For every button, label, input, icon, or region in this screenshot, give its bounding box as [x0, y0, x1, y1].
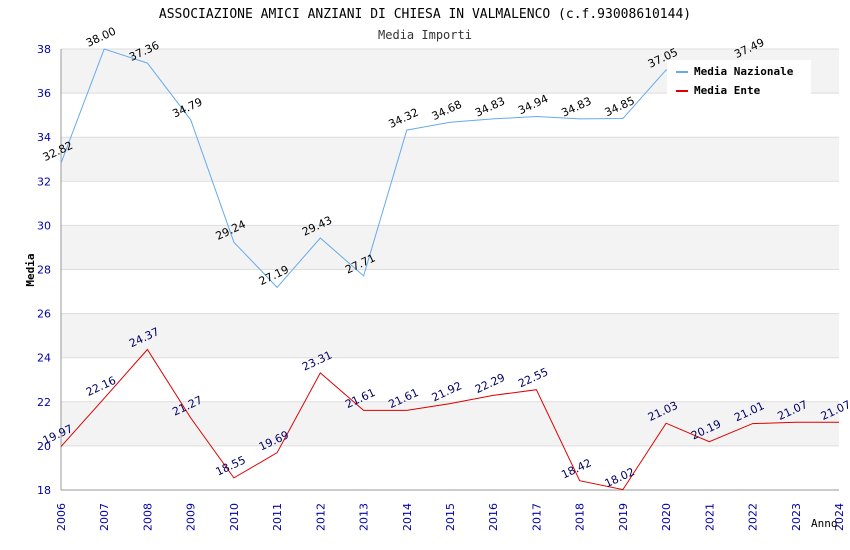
x-tick-label: 2020 — [660, 503, 673, 531]
data-label: 18.02 — [603, 465, 637, 490]
x-tick-label: 2021 — [703, 503, 716, 531]
series-group — [60, 48, 839, 491]
x-tick-label: 2008 — [141, 503, 154, 531]
x-tick-label: 2006 — [55, 503, 68, 531]
plot-band — [61, 137, 839, 182]
data-label: 22.55 — [516, 365, 550, 390]
x-tick-label: 2023 — [790, 503, 803, 531]
y-tick-label: 22 — [37, 396, 51, 409]
data-label: 34.68 — [430, 98, 464, 123]
y-tick-labels: 18 20 22 24 26 28 30 32 34 36 38 — [37, 43, 51, 497]
data-label: 38.00 — [84, 25, 118, 50]
chart-title: ASSOCIAZIONE AMICI ANZIANI DI CHIESA IN … — [159, 7, 691, 22]
y-axis-label: Media — [24, 253, 37, 286]
plot-bands — [61, 49, 839, 446]
x-tick-label: 2018 — [574, 503, 587, 531]
y-tick-label: 20 — [37, 440, 51, 453]
x-axis-label: Anno — [811, 517, 838, 530]
y-tick-label: 24 — [37, 352, 51, 365]
y-tick-label: 36 — [37, 87, 51, 100]
y-tick-label: 34 — [37, 131, 51, 144]
data-label: 34.94 — [516, 92, 550, 117]
data-label: 21.92 — [430, 379, 464, 404]
x-tick-label: 2014 — [401, 503, 414, 531]
x-tick-label: 2024 — [833, 503, 846, 531]
data-label: 22.16 — [84, 374, 118, 399]
data-label: 18.42 — [559, 456, 593, 481]
x-tick-label: 2016 — [487, 503, 500, 531]
legend-box — [667, 60, 811, 98]
series-line-nazionale — [60, 48, 753, 289]
x-tick-label: 2013 — [358, 503, 371, 531]
legend: Media Nazionale Media Ente — [667, 60, 811, 98]
y-tick-label: 38 — [37, 43, 51, 56]
plot-band — [61, 313, 839, 358]
y-tick-label: 32 — [37, 175, 51, 188]
data-label: 22.29 — [473, 371, 507, 396]
y-tick-label: 28 — [37, 264, 51, 277]
x-tick-label: 2019 — [617, 503, 630, 531]
x-tick-label: 2010 — [228, 503, 241, 531]
x-tick-labels: 2006 2007 2008 2009 2010 2011 2012 2013 2014 2015… — [55, 503, 846, 531]
x-tick-label: 2007 — [98, 503, 111, 531]
plot-band — [61, 401, 839, 446]
data-label: 34.85 — [603, 94, 637, 119]
plot-band — [61, 225, 839, 270]
y-tick-label: 26 — [37, 308, 51, 321]
legend-entry-nazionale: Media Nazionale — [694, 65, 794, 78]
series-line-ente — [60, 348, 839, 491]
data-label: 34.83 — [473, 95, 507, 120]
x-tick-label: 2022 — [747, 503, 760, 531]
chart-subtitle: Media Importi — [378, 28, 472, 42]
y-tick-label: 18 — [37, 484, 51, 497]
data-label: 34.32 — [387, 106, 421, 131]
x-tick-label: 2012 — [314, 503, 327, 531]
y-tick-label: 30 — [37, 219, 51, 232]
x-tick-label: 2015 — [444, 503, 457, 531]
grid-lines — [61, 48, 839, 491]
x-tick-label: 2017 — [530, 503, 543, 531]
legend-entry-ente: Media Ente — [694, 84, 761, 97]
axes — [60, 49, 839, 491]
data-label: 34.83 — [559, 95, 593, 120]
x-tick-label: 2011 — [271, 503, 284, 531]
x-tick-label: 2009 — [185, 503, 198, 531]
